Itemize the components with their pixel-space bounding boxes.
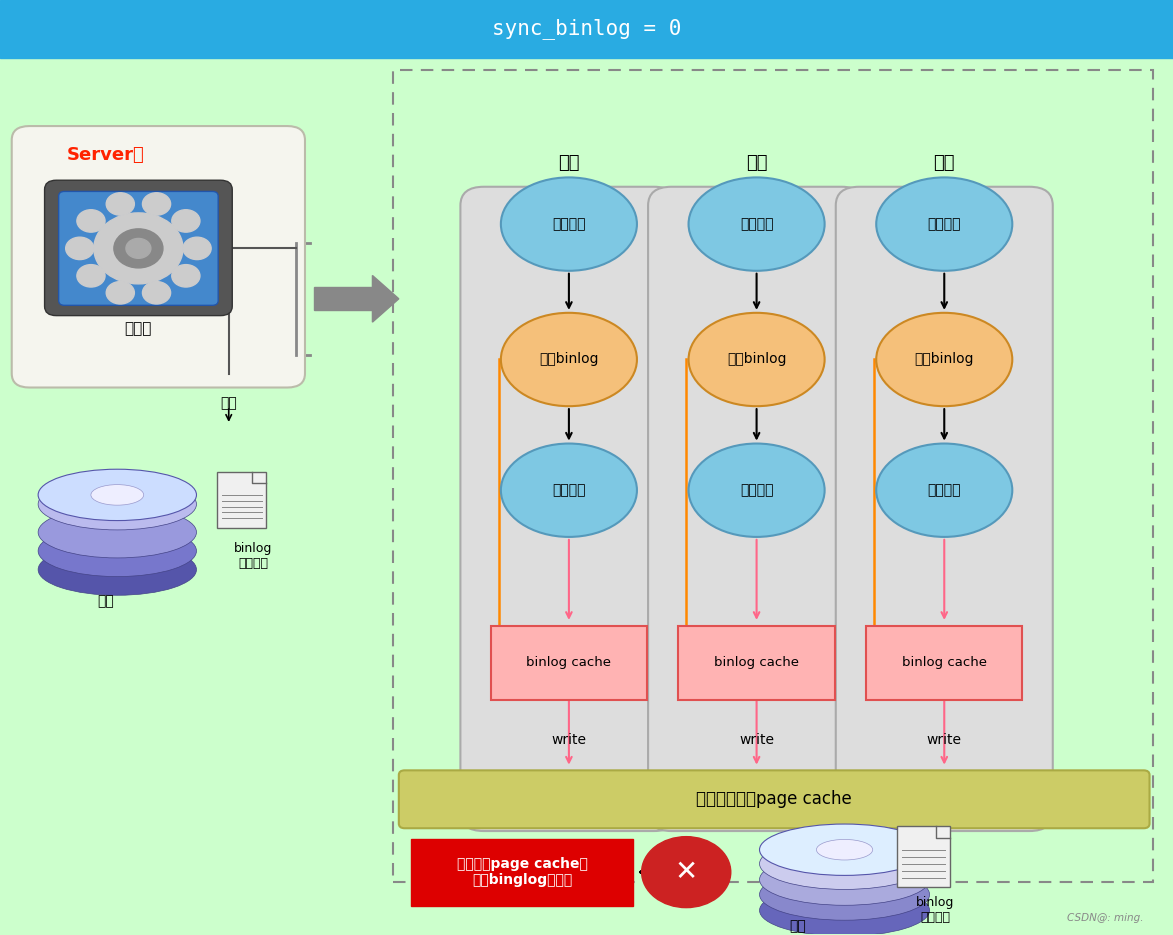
Ellipse shape — [760, 854, 929, 905]
Text: 硬盘: 硬盘 — [97, 595, 114, 609]
Ellipse shape — [38, 525, 197, 577]
Text: write: write — [551, 732, 586, 746]
FancyBboxPatch shape — [217, 471, 266, 527]
FancyBboxPatch shape — [897, 827, 950, 887]
Circle shape — [171, 265, 199, 287]
Text: binlog
归档日志: binlog 归档日志 — [235, 541, 272, 569]
Text: 写入binlog: 写入binlog — [727, 352, 786, 367]
Circle shape — [107, 281, 135, 304]
Text: 写入binlog: 写入binlog — [915, 352, 974, 367]
Ellipse shape — [689, 313, 825, 406]
Circle shape — [114, 229, 163, 268]
Text: Server层: Server层 — [67, 146, 144, 164]
Text: 事务开始: 事务开始 — [740, 217, 773, 231]
Text: 线程: 线程 — [746, 154, 767, 172]
FancyBboxPatch shape — [314, 287, 373, 310]
Text: 硬盘: 硬盘 — [789, 919, 806, 933]
FancyBboxPatch shape — [460, 187, 677, 831]
Ellipse shape — [689, 178, 825, 271]
Text: write: write — [739, 732, 774, 746]
Text: 事务提交: 事务提交 — [552, 483, 585, 497]
FancyBboxPatch shape — [45, 180, 232, 316]
Text: 线程: 线程 — [934, 154, 955, 172]
Text: binlog cache: binlog cache — [902, 656, 986, 669]
Text: 事务提交: 事务提交 — [928, 483, 961, 497]
FancyBboxPatch shape — [678, 626, 835, 700]
Text: 事务提交: 事务提交 — [740, 483, 773, 497]
Circle shape — [77, 265, 106, 287]
Ellipse shape — [501, 178, 637, 271]
Ellipse shape — [760, 869, 929, 920]
Circle shape — [126, 238, 151, 258]
Text: binlog cache: binlog cache — [714, 656, 799, 669]
Text: 刷盘: 刷盘 — [221, 396, 237, 410]
Ellipse shape — [760, 885, 929, 935]
Text: 事务开始: 事务开始 — [928, 217, 961, 231]
Ellipse shape — [760, 824, 929, 875]
Ellipse shape — [760, 838, 929, 889]
Polygon shape — [373, 276, 399, 323]
Ellipse shape — [689, 443, 825, 537]
Text: 事务开始: 事务开始 — [552, 217, 585, 231]
Circle shape — [183, 237, 211, 260]
Text: 写入binlog: 写入binlog — [540, 352, 598, 367]
Circle shape — [66, 237, 94, 260]
Circle shape — [77, 209, 106, 232]
Text: 文件系统缓存page cache: 文件系统缓存page cache — [697, 790, 852, 808]
Text: CSDN@: ming.: CSDN@: ming. — [1067, 913, 1144, 923]
Text: 执行器: 执行器 — [124, 322, 152, 337]
Text: 机器宕机page cache里
面的binglog会丢失: 机器宕机page cache里 面的binglog会丢失 — [456, 857, 588, 887]
FancyBboxPatch shape — [59, 192, 218, 306]
Circle shape — [107, 193, 135, 215]
FancyBboxPatch shape — [12, 126, 305, 387]
Text: ✕: ✕ — [674, 858, 698, 886]
Text: binlog cache: binlog cache — [527, 656, 611, 669]
Circle shape — [171, 209, 199, 232]
FancyBboxPatch shape — [490, 626, 647, 700]
Text: write: write — [927, 732, 962, 746]
Ellipse shape — [38, 469, 197, 521]
Ellipse shape — [816, 840, 873, 860]
FancyBboxPatch shape — [411, 839, 633, 906]
FancyBboxPatch shape — [399, 770, 1150, 828]
Ellipse shape — [38, 544, 197, 596]
Circle shape — [94, 213, 183, 284]
Ellipse shape — [876, 178, 1012, 271]
Circle shape — [142, 193, 170, 215]
Ellipse shape — [38, 507, 197, 558]
FancyBboxPatch shape — [647, 187, 866, 831]
Text: sync_binlog = 0: sync_binlog = 0 — [491, 19, 682, 39]
Ellipse shape — [876, 443, 1012, 537]
Ellipse shape — [91, 484, 143, 505]
Circle shape — [642, 837, 731, 908]
Text: binlog
归档日志: binlog 归档日志 — [916, 897, 955, 925]
Ellipse shape — [501, 313, 637, 406]
Ellipse shape — [501, 443, 637, 537]
Circle shape — [142, 281, 170, 304]
Ellipse shape — [876, 313, 1012, 406]
Text: 线程: 线程 — [558, 154, 579, 172]
FancyBboxPatch shape — [835, 187, 1053, 831]
FancyBboxPatch shape — [866, 626, 1023, 700]
Ellipse shape — [38, 479, 197, 530]
FancyBboxPatch shape — [0, 0, 1173, 58]
